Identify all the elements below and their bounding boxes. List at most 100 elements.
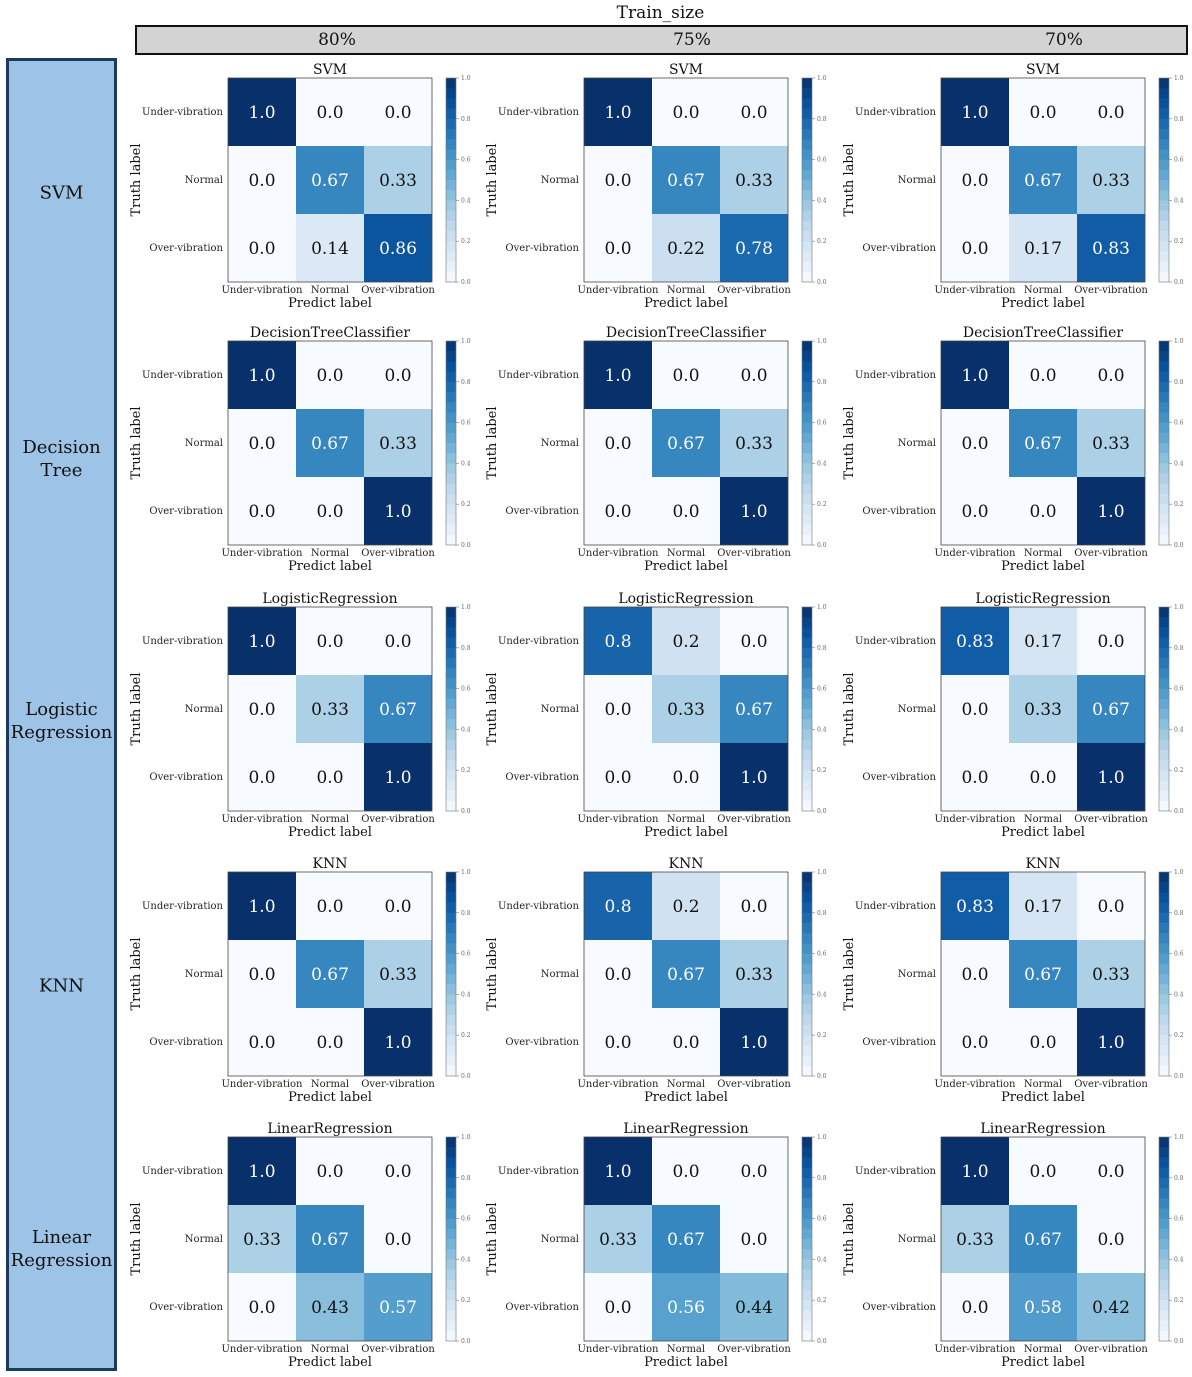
y-tick-label-r4c0-over-vibration: Over-vibration [149,1302,223,1313]
colorbar-segment-r0c1-11 [802,190,812,201]
cell-value-label-r3c1-0-2: 0.0 [740,897,767,917]
colorbar-segment-r1c0-12 [446,463,456,474]
colorbar-segment-r2c2-19 [1159,801,1169,812]
colorbar-segment-r2c2-6 [1159,668,1169,679]
cell-value-label-r0c2-2-2: 0.83 [1092,239,1130,259]
x-tick-label-r1c2-under-vibration: Under-vibration [934,548,1016,559]
colorbar-segment-r1c1-19 [802,535,812,546]
x-tick-label-r1c1-under-vibration: Under-vibration [577,548,659,559]
cell-value-label-r1c1-0-1: 0.0 [672,366,699,386]
cell-value-label-r2c2-1-0: 0.0 [961,700,988,720]
cell-value-label-r0c0-2-1: 0.14 [311,239,349,259]
colorbar-segment-r4c2-10 [1159,1239,1169,1250]
colorbar-segment-r2c0-15 [446,760,456,771]
cell-value-label-r1c1-1-2: 0.33 [735,434,773,454]
colorbar-segment-r1c0-6 [446,402,456,413]
colorbar-segment-r4c2-7 [1159,1208,1169,1219]
colorbar-segment-r1c0-9 [446,433,456,444]
matrix-title-r4c1: LinearRegression [623,1121,748,1137]
y-tick-label-r2c2-over-vibration: Over-vibration [862,772,936,783]
y-tick-label-r2c1-over-vibration: Over-vibration [505,772,579,783]
matrix-title-r1c1: DecisionTreeClassifier [606,325,767,341]
colorbar-tick-label-r3c1-0: 0.0 [817,1073,827,1080]
x-axis-label-r3c0: Predict label [288,1090,372,1105]
colorbar-segment-r1c2-13 [1159,474,1169,485]
x-axis-label-r2c0: Predict label [288,825,372,840]
cell-value-label-r1c1-0-2: 0.0 [740,366,767,386]
colorbar-segment-r3c2-19 [1159,1066,1169,1077]
colorbar-segment-r1c2-3 [1159,372,1169,383]
y-tick-label-r2c0-normal: Normal [185,704,223,715]
colorbar-segment-r4c0-19 [446,1331,456,1342]
x-tick-label-r1c1-normal: Normal [667,548,705,559]
cell-value-label-r0c2-1-2: 0.33 [1092,171,1130,191]
colorbar-segment-r0c1-9 [802,170,812,181]
colorbar-tick-label-r4c1-4: 0.8 [817,1175,827,1182]
x-tick-label-r2c1-over-vibration: Over-vibration [717,814,791,825]
colorbar-segment-r1c2-9 [1159,433,1169,444]
colorbar-segment-r0c0-0 [446,78,456,89]
x-axis-label-r4c1: Predict label [644,1355,728,1370]
colorbar-tick-label-r1c1-2: 0.4 [817,460,827,467]
colorbar-segment-r2c0-16 [446,770,456,781]
colorbar-segment-r4c2-12 [1159,1259,1169,1270]
cell-value-label-r4c0-1-1: 0.67 [311,1230,349,1250]
cell-value-label-r4c1-2-2: 0.44 [735,1298,773,1318]
colorbar-segment-r0c0-5 [446,129,456,140]
y-axis-label-r3c2: Truth label [842,937,857,1010]
cell-value-label-r4c1-2-1: 0.56 [667,1298,705,1318]
y-axis-label-r4c2: Truth label [842,1202,857,1275]
x-axis-label-r3c1: Predict label [644,1090,728,1105]
colorbar-segment-r0c0-7 [446,149,456,160]
colorbar-segment-r2c2-15 [1159,760,1169,771]
y-tick-label-r3c2-under-vibration: Under-vibration [855,901,937,912]
colorbar-segment-r4c1-8 [802,1219,812,1230]
colorbar-tick-label-r1c0-3: 0.6 [461,420,471,427]
colorbar-segment-r3c0-6 [446,933,456,944]
colorbar-segment-r0c0-16 [446,241,456,252]
cell-value-label-r0c2-2-0: 0.0 [961,239,988,259]
x-tick-label-r2c0-over-vibration: Over-vibration [361,814,435,825]
cell-value-label-r0c0-0-1: 0.0 [316,103,343,123]
colorbar-segment-r3c1-3 [802,903,812,914]
cell-value-label-r0c1-2-1: 0.22 [667,239,705,259]
colorbar-tick-label-r1c2-2: 0.4 [1174,460,1184,467]
colorbar-segment-r2c1-13 [802,740,812,751]
colorbar-segment-r2c2-13 [1159,740,1169,751]
x-tick-label-r3c1-under-vibration: Under-vibration [577,1079,659,1090]
cell-value-label-r1c2-2-1: 0.0 [1029,502,1056,522]
colorbar-segment-r1c2-0 [1159,341,1169,352]
colorbar-segment-r0c2-0 [1159,78,1169,89]
matrix-title-r1c0: DecisionTreeClassifier [250,325,411,341]
colorbar-tick-label-r4c2-1: 0.2 [1174,1297,1184,1304]
colorbar-segment-r2c0-11 [446,719,456,730]
colorbar-segment-r1c2-6 [1159,402,1169,413]
colorbar-segment-r3c0-13 [446,1005,456,1016]
colorbar-segment-r1c1-1 [802,351,812,362]
x-tick-label-r1c2-normal: Normal [1024,548,1062,559]
x-tick-label-r2c1-under-vibration: Under-vibration [577,814,659,825]
colorbar-segment-r4c0-14 [446,1280,456,1291]
x-tick-label-r2c1-normal: Normal [667,814,705,825]
cell-value-label-r2c0-1-1: 0.33 [311,700,349,720]
x-tick-label-r3c1-normal: Normal [667,1079,705,1090]
cell-value-label-r2c0-1-2: 0.67 [379,700,417,720]
colorbar-segment-r4c1-7 [802,1208,812,1219]
colorbar-tick-label-r0c2-3: 0.6 [1174,157,1184,164]
colorbar-tick-label-r1c1-0: 0.0 [817,542,827,549]
colorbar-segment-r0c0-9 [446,170,456,181]
colorbar-segment-r1c1-11 [802,453,812,464]
x-tick-label-r4c0-normal: Normal [311,1344,349,1355]
colorbar-segment-r0c1-3 [802,109,812,120]
colorbar-segment-r2c2-17 [1159,780,1169,791]
cell-value-label-r2c1-1-2: 0.67 [735,700,773,720]
cell-value-label-r4c2-0-2: 0.0 [1097,1162,1124,1182]
colorbar-segment-r4c2-9 [1159,1229,1169,1240]
colorbar-tick-label-r3c0-4: 0.8 [461,910,471,917]
x-axis-label-r1c2: Predict label [1001,559,1085,574]
colorbar-segment-r1c0-16 [446,504,456,515]
colorbar-segment-r3c1-11 [802,984,812,995]
colorbar-tick-label-r1c1-4: 0.8 [817,379,827,386]
cell-value-label-r2c1-0-2: 0.0 [740,632,767,652]
colorbar-tick-label-r2c0-1: 0.2 [461,767,471,774]
